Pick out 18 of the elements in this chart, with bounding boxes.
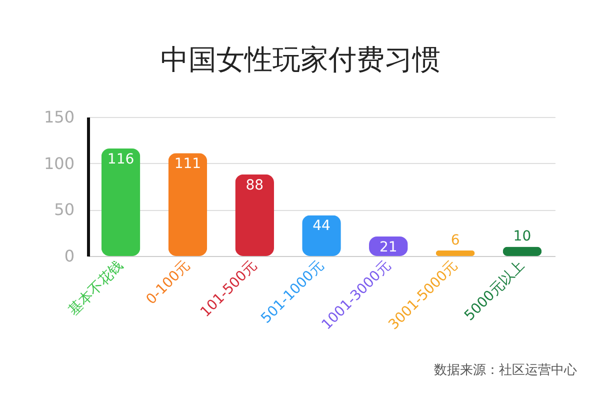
y-tick-label: 100 xyxy=(44,154,74,173)
chart-title: 中国女性玩家付费习惯 xyxy=(160,43,440,76)
data-label: 44 xyxy=(312,218,330,234)
bar xyxy=(502,246,542,256)
bar xyxy=(436,250,475,256)
data-label: 10 xyxy=(513,228,532,245)
data-label: 116 xyxy=(107,152,134,168)
bar xyxy=(101,148,140,256)
bar xyxy=(168,153,208,256)
bar xyxy=(235,174,274,256)
y-tick-label: 150 xyxy=(44,108,74,126)
data-label: 111 xyxy=(174,156,202,172)
y-tick-label: 0 xyxy=(64,246,74,266)
data-label: 21 xyxy=(379,240,398,256)
source-note: 数据来源：社区运营中心 xyxy=(434,362,577,378)
y-tick-label: 50 xyxy=(54,200,74,220)
data-label: 6 xyxy=(450,232,460,248)
data-label: 88 xyxy=(246,177,264,194)
